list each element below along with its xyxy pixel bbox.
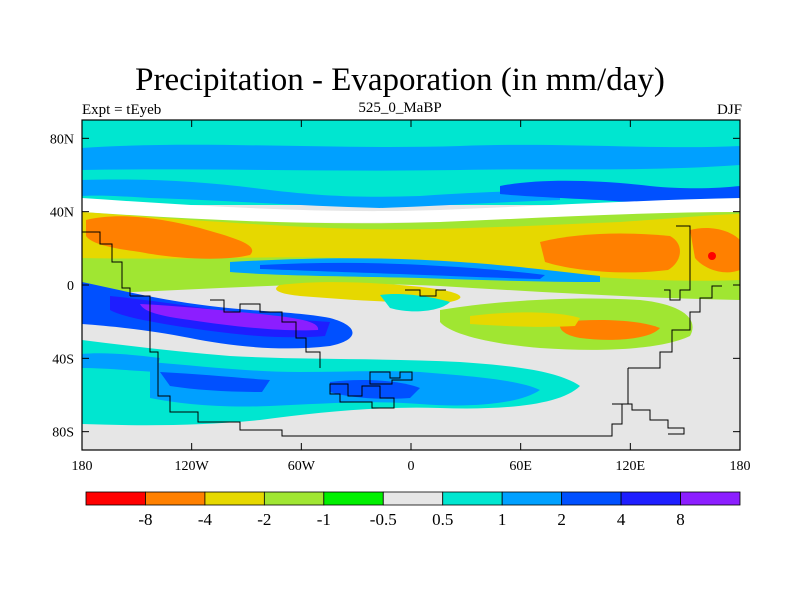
x-tick-label: 120W [175, 459, 210, 474]
colorbar: -8 -4 -2 -1 -0.5 0.5 1 2 4 8 [85, 491, 741, 529]
precipitation-field [82, 120, 740, 450]
colorbar-label: 2 [557, 510, 566, 529]
field-south-purple [140, 304, 319, 331]
field-south-cyan-atl [380, 293, 450, 312]
field-subpolar-blue-w [82, 353, 160, 372]
colorbar-swatch [382, 491, 444, 506]
field-north-lightblue [82, 144, 740, 171]
coast-west [82, 231, 131, 296]
season-label: DJF [716, 102, 742, 118]
colorbar-label: 0.5 [432, 510, 453, 529]
colorbar-label: -2 [257, 510, 271, 529]
y-tick-label: 0 [67, 279, 74, 294]
coastlines [82, 225, 722, 437]
x-tick-label: 180 [72, 459, 93, 474]
y-tick-label: 40N [50, 206, 74, 221]
colorbar-label: -0.5 [370, 510, 397, 529]
colorbar-swatch [85, 491, 146, 506]
colorbar-swatch [680, 491, 741, 506]
field-orange-east [690, 228, 740, 273]
time-period-label: 525_0_MaBP [358, 100, 442, 116]
x-tick-label: 60W [288, 459, 316, 474]
coast-south-gondwana [130, 295, 629, 437]
colorbar-swatch [145, 491, 206, 506]
coast-east-islands [612, 403, 685, 435]
y-tick-label: 80S [52, 426, 74, 441]
field-orange-asia [540, 233, 680, 273]
map-title: Precipitation - Evaporation (in mm/day) [135, 62, 665, 98]
coast-equator [405, 289, 446, 297]
field-orange-indian [559, 320, 660, 340]
colorbar-label: -4 [198, 510, 213, 529]
colorbar-swatch [323, 491, 384, 506]
field-equator-blue [260, 262, 545, 279]
y-tick-label: 80N [50, 132, 74, 147]
field-north-darkblue [500, 180, 740, 205]
coast-island-mid [369, 371, 413, 385]
colorbar-label: 8 [676, 510, 685, 529]
field-orange-pacific [86, 216, 253, 259]
y-tick-label: 40S [52, 352, 74, 367]
field-antarctic [82, 430, 740, 450]
field-red-spot [708, 252, 716, 260]
coast-east [628, 285, 722, 369]
field-north-blue-band [82, 179, 560, 208]
x-tick-label: 180 [730, 459, 751, 474]
field-south-yellow [470, 312, 580, 327]
colorbar-swatch [501, 491, 563, 506]
field-subpolar-darkblue-c [330, 380, 420, 399]
colorbar-label: -1 [317, 510, 331, 529]
x-tick-label: 60E [509, 459, 532, 474]
colorbar-swatch [442, 491, 503, 506]
x-tick-label: 120E [616, 459, 646, 474]
colorbar-swatch [620, 491, 681, 506]
colorbar-label: 4 [617, 510, 626, 529]
colorbar-swatch [263, 491, 325, 506]
axis-ticks: 180 120W 60W 0 60E 120E 180 80N 40N 0 40S 80S [50, 120, 751, 474]
coast-central [210, 299, 321, 368]
field-subpolar-darkblue-w [160, 372, 270, 392]
x-tick-label: 0 [408, 459, 415, 474]
colorbar-label: 1 [498, 510, 507, 529]
colorbar-swatch [561, 491, 622, 506]
experiment-label: Expt = tEyeb [82, 102, 162, 118]
colorbar-swatch [204, 491, 265, 506]
coast-east-north [664, 225, 691, 301]
coast-island-south [329, 383, 395, 409]
colorbar-label: -8 [138, 510, 152, 529]
